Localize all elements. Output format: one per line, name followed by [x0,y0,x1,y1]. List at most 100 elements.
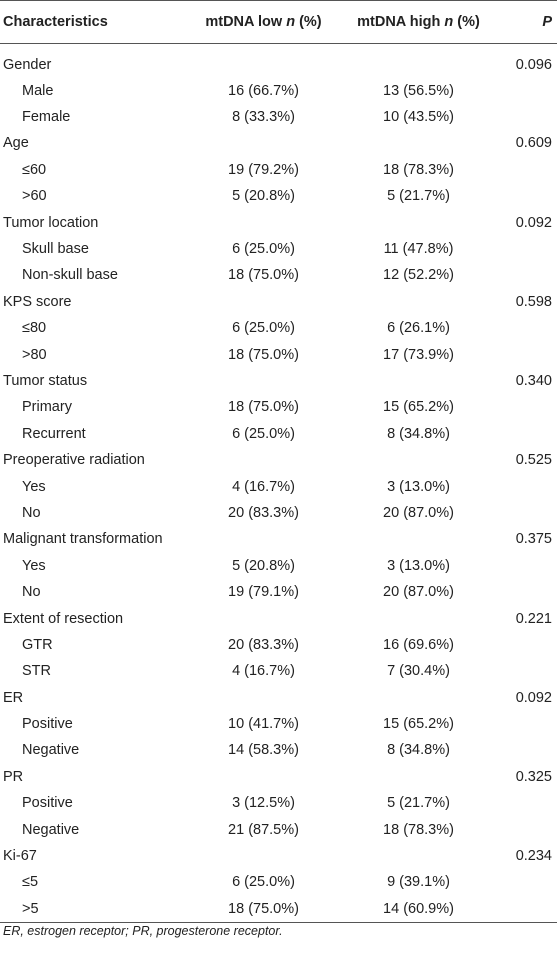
group-row: Tumor location 0.092 [0,209,557,235]
group-label: KPS score [3,293,72,310]
subgroup-label-text: GTR [22,636,53,653]
subgroup-label: No [0,500,186,526]
subgroup-label: Negative [0,816,186,842]
group-row: KPS score 0.598 [0,289,557,315]
mtdna-high-value: 20 (87.0%) [383,584,454,601]
subgroup-label-text: >5 [22,900,39,917]
mtdna-low-value: 16 (66.7%) [228,82,299,99]
mtdna-low-value: 19 (79.1%) [228,584,299,601]
characteristics-table: Characteristics mtDNA low n (%) mtDNA hi… [0,0,557,923]
table-row: Yes 4 (16.7%) 3 (13.0%) [0,473,557,499]
empty-cell [496,500,557,526]
empty-cell [341,368,496,394]
subgroup-label: ≤80 [0,315,186,341]
empty-cell [496,157,557,183]
empty-cell [186,605,341,631]
header-row: Characteristics mtDNA low n (%) mtDNA hi… [0,0,557,44]
mtdna-low-value: 18 (75.0%) [228,346,299,363]
table-row: Skull base 6 (25.0%) 11 (47.8%) [0,236,557,262]
empty-cell [496,579,557,605]
subgroup-label-text: Positive [22,795,73,812]
mtdna-high-value: 3 (13.0%) [387,557,450,574]
mtdna-high-value: 5 (21.7%) [387,795,450,812]
subgroup-label: STR [0,658,186,684]
table-row: No 19 (79.1%) 20 (87.0%) [0,579,557,605]
empty-cell [496,658,557,684]
group-row: Age 0.609 [0,130,557,156]
subgroup-label-text: Positive [22,716,73,733]
table-row: ≤80 6 (25.0%) 6 (26.1%) [0,315,557,341]
mtdna-high-value: 20 (87.0%) [383,504,454,521]
subgroup-label-text: Recurrent [22,425,86,442]
table-row: Positive 3 (12.5%) 5 (21.7%) [0,790,557,816]
empty-cell [341,764,496,790]
empty-cell [496,104,557,130]
mtdna-low-value: 20 (83.3%) [228,504,299,521]
header-characteristics: Characteristics [0,0,186,44]
subgroup-label: Primary [0,394,186,420]
group-label: Ki-67 [3,848,37,865]
subgroup-label: Skull base [0,236,186,262]
empty-cell [496,553,557,579]
table-row: STR 4 (16.7%) 7 (30.4%) [0,658,557,684]
group-row: Extent of resection 0.221 [0,605,557,631]
table-row: >5 18 (75.0%) 14 (60.9%) [0,895,557,923]
mtdna-low-value: 6 (25.0%) [232,320,295,337]
group-label: Malignant transformation [3,531,163,548]
mtdna-low-value: 18 (75.0%) [228,267,299,284]
empty-cell [496,895,557,923]
group-row: PR 0.325 [0,764,557,790]
empty-cell [186,684,341,710]
empty-cell [341,130,496,156]
mtdna-low-value: 18 (75.0%) [186,895,341,923]
mtdna-high-value: 18 (78.3%) [383,821,454,838]
p-value: 0.609 [515,135,552,152]
empty-cell [496,236,557,262]
subgroup-label-text: ≤5 [22,874,39,891]
empty-cell [186,44,341,78]
p-value: 0.598 [515,293,552,310]
subgroup-label-text: Yes [22,478,46,495]
mtdna-high-value: 5 (21.7%) [387,188,450,205]
subgroup-label: Non-skull base [0,262,186,288]
p-value: 0.234 [515,848,552,865]
mtdna-high-value: 10 (43.5%) [383,109,454,126]
subgroup-label-text: Yes [22,557,46,574]
subgroup-label-text: ≤80 [22,320,47,337]
group-label: Preoperative radiation [3,452,145,469]
mtdna-high-value: 18 (78.3%) [383,161,454,178]
subgroup-label: >60 [0,183,186,209]
subgroup-label: Positive [0,790,186,816]
subgroup-label: GTR [0,632,186,658]
empty-cell [496,632,557,658]
empty-cell [186,209,341,235]
group-label: Tumor status [3,372,88,389]
subgroup-label: Yes [0,473,186,499]
empty-cell [496,78,557,104]
mtdna-low-value: 19 (79.2%) [228,161,299,178]
group-label: PR [3,768,24,785]
mtdna-high-value: 8 (34.8%) [387,425,450,442]
table-row: Non-skull base 18 (75.0%) 12 (52.2%) [0,262,557,288]
table-row: Positive 10 (41.7%) 15 (65.2%) [0,711,557,737]
empty-cell [341,843,496,869]
subgroup-label: >80 [0,341,186,367]
subgroup-label-text: >80 [22,346,47,363]
subgroup-label: ≤60 [0,157,186,183]
table-row: ≤5 6 (25.0%) 9 (39.1%) [0,869,557,895]
empty-cell [496,183,557,209]
subgroup-label-text: No [22,504,41,521]
group-row: ER 0.092 [0,684,557,710]
group-row: Ki-67 0.234 [0,843,557,869]
mtdna-low-value: 14 (58.3%) [228,742,299,759]
table-body: Gender 0.096 Male 16 (66.7%) 13 (56.5%) Femal… [0,44,557,923]
mtdna-low-value: 5 (20.8%) [232,557,295,574]
table-row: No 20 (83.3%) 20 (87.0%) [0,500,557,526]
group-label: Age [3,135,29,152]
empty-cell [496,737,557,763]
table-row: Recurrent 6 (25.0%) 8 (34.8%) [0,421,557,447]
empty-cell [341,209,496,235]
empty-cell [496,711,557,737]
mtdna-high-value: 15 (65.2%) [383,716,454,733]
